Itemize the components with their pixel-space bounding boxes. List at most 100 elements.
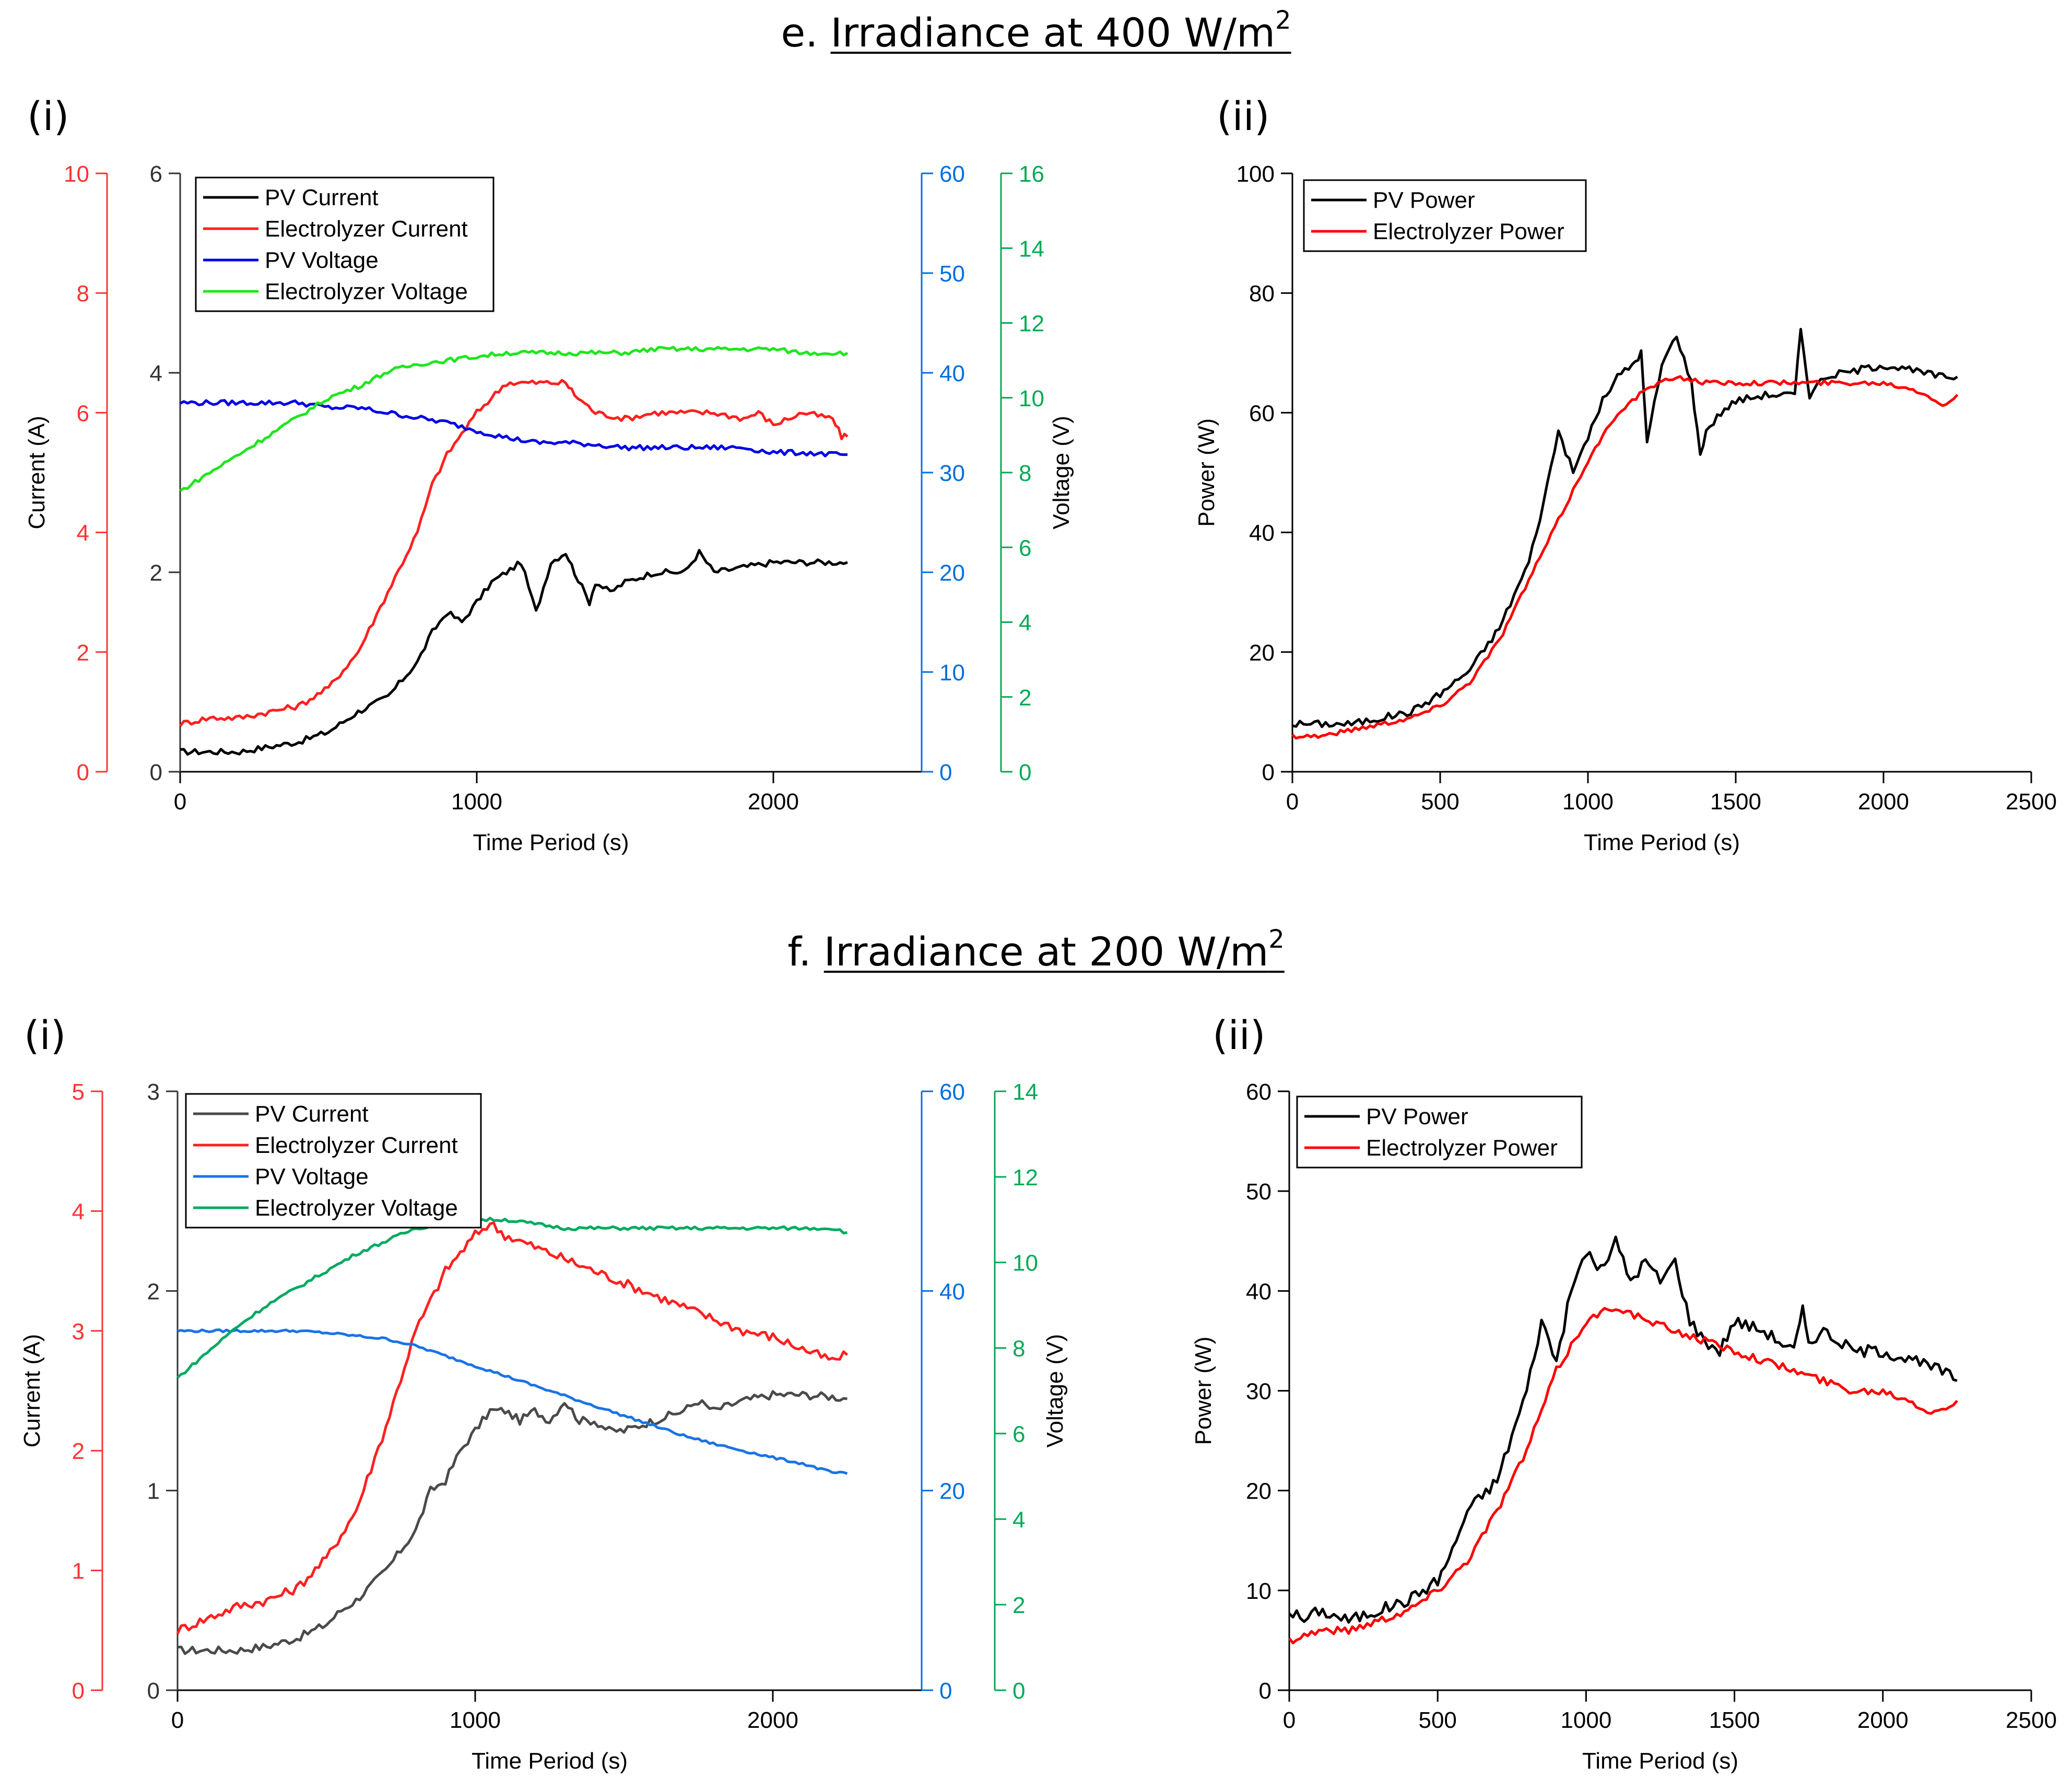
chart-f-i-green-voltage-tick-label: 8 (1013, 1336, 1025, 1362)
chart-f-i-blue-voltage-tick-label: 40 (939, 1279, 965, 1304)
chart-f-ii-ylabel: Power (W) (1191, 1337, 1216, 1445)
chart-e-i-series-4 (179, 346, 849, 492)
chart-f-i-x-tick-label: 0 (171, 1707, 184, 1733)
chart-e-i-red-current-tick-label: 10 (64, 161, 89, 187)
chart-f-ii-power-tick-label: 50 (1246, 1179, 1272, 1205)
section-f-title: f. Irradiance at 200 W/m2 (0, 925, 2072, 975)
chart-e-i-blue-voltage-tick-label: 20 (939, 560, 965, 586)
chart-f-ii-power-tick-label: 10 (1246, 1578, 1272, 1604)
chart-e-i-green-voltage-tick-label: 2 (1019, 685, 1031, 711)
chart-e-ii-ylabel: Power (W) (1194, 418, 1219, 527)
chart-f-i-green-voltage-tick-label: 2 (1013, 1593, 1025, 1618)
chart-f-i-red-current-tick-label: 3 (72, 1319, 85, 1345)
chart-e-i-black-current-tick-label: 4 (150, 361, 162, 386)
chart-e-i-green-voltage-tick-label: 16 (1019, 161, 1044, 187)
chart-e-i-red-current-tick-label: 4 (77, 521, 89, 546)
chart-f-i-red-current-tick-label: 0 (72, 1678, 85, 1704)
chart-e-i-blue-voltage-tick-label: 30 (939, 461, 965, 486)
panel-e-ii-label: (ii) (1217, 93, 1270, 139)
chart-e-ii-power-tick-label: 80 (1249, 281, 1275, 307)
chart-e-i-green-voltage-tick-label: 0 (1019, 760, 1031, 785)
chart-e-ii-power-tick-label: 40 (1249, 521, 1275, 546)
chart-e-i-ylabel-right: Voltage (V) (1049, 416, 1074, 529)
chart-e-i-red-current-tick-label: 0 (77, 760, 89, 785)
chart-f-i-red-current-tick-label: 5 (72, 1079, 85, 1105)
chart-e-ii-legend-label-2: Electrolyzer Power (1373, 219, 1564, 244)
chart-f-i-x-tick-label: 1000 (450, 1707, 501, 1733)
chart-e-i-green-voltage-tick-label: 4 (1019, 610, 1031, 636)
section-f-title-sup: 2 (1268, 925, 1285, 954)
chart-e-i-legend-label-2: Electrolyzer Current (265, 216, 468, 242)
chart-e-i-blue-voltage-tick-label: 50 (939, 261, 965, 287)
chart-f-i-series-3 (177, 1328, 848, 1475)
chart-f-i-black-current-tick-label: 1 (147, 1479, 160, 1504)
chart-f-i-green-voltage-tick-label: 0 (1013, 1678, 1025, 1704)
chart-e-i-legend-label-4: Electrolyzer Voltage (265, 279, 468, 304)
chart-e-ii-legend-box (1303, 179, 1587, 252)
chart-e-ii-series-1 (1292, 327, 1958, 728)
chart-f-i-legend-label-1: PV Current (255, 1101, 369, 1127)
chart-f-ii-series-2 (1288, 1306, 1958, 1645)
section-e-title-sup: 2 (1275, 6, 1291, 35)
chart-e-ii-power-tick-label: 100 (1237, 161, 1275, 187)
chart-e-i-green-voltage-tick-label: 10 (1019, 386, 1044, 411)
section-e-title: e. Irradiance at 400 W/m2 (0, 6, 2072, 56)
chart-e-ii-series-2 (1291, 375, 1959, 740)
chart-f-i-blue-voltage-tick-label: 60 (939, 1079, 965, 1105)
chart-f-ii-power-tick-label: 0 (1259, 1678, 1272, 1704)
chart-e-i-blue-voltage-tick-label: 0 (939, 760, 952, 785)
chart-e-i-xlabel: Time Period (s) (473, 830, 629, 855)
chart-e-i-ylabel-left: Current (A) (24, 416, 50, 529)
section-e-title-text: Irradiance at 400 W/m (830, 9, 1275, 56)
chart-e-i-series-3 (179, 399, 848, 457)
chart-f-ii-x-tick-label: 1000 (1560, 1707, 1611, 1733)
chart-f-ii-power-tick-label: 60 (1246, 1079, 1272, 1105)
chart-f-i-black-current-tick-label: 2 (147, 1279, 160, 1304)
chart-e-ii-x-tick-label: 1500 (1710, 789, 1761, 815)
chart-f-i-legend-label-4: Electrolyzer Voltage (255, 1195, 458, 1221)
panel-f-ii-label: (ii) (1212, 1012, 1266, 1058)
chart-f-ii-x-tick-label: 1500 (1709, 1707, 1760, 1733)
chart-f-ii-xlabel: Time Period (s) (1582, 1748, 1738, 1774)
chart-e-ii-x-tick-label: 2000 (1858, 789, 1909, 815)
chart-e-ii-power-tick-label: 20 (1249, 640, 1275, 666)
chart-e-ii-x-tick-label: 2500 (2006, 789, 2057, 815)
section-e-prefix: e. (781, 9, 831, 56)
chart-f-ii-legend-label-1: PV Power (1366, 1104, 1468, 1129)
chart-e-i-black-current-tick-label: 0 (150, 760, 162, 785)
chart-e-ii-x-tick-label: 500 (1421, 789, 1459, 815)
chart-f-i-legend-box (185, 1093, 482, 1229)
chart-f-i-legend-label-2: Electrolyzer Current (255, 1133, 458, 1158)
chart-f-i-x-tick-label: 2000 (747, 1707, 798, 1733)
chart-e-i-red-current-tick-label: 6 (77, 400, 89, 426)
chart-e-i-x-tick-label: 2000 (748, 789, 799, 815)
chart-f-i-blue-voltage-tick-label: 0 (939, 1678, 952, 1704)
chart-f-i-legend-label-3: PV Voltage (255, 1164, 369, 1189)
chart-e-i-green-voltage-tick-label: 12 (1019, 311, 1044, 337)
chart-f-i-series-1 (177, 1390, 847, 1655)
chart-f-ii-power-tick-label: 20 (1246, 1479, 1272, 1504)
chart-f-ii-power-tick-label: 30 (1246, 1379, 1272, 1405)
chart-e-i-green-voltage-tick-label: 14 (1019, 236, 1044, 262)
panel-f-i-label: (i) (24, 1012, 66, 1058)
chart-f-i-red-current-tick-label: 4 (72, 1199, 85, 1224)
chart-f-i-green-voltage-tick-label: 12 (1013, 1165, 1038, 1191)
chart-e-i-series-2 (179, 379, 849, 727)
chart-e-i-blue-voltage-tick-label: 60 (939, 161, 965, 187)
chart-e-i-blue-voltage-tick-label: 40 (939, 361, 965, 386)
chart-e-i-green-voltage-tick-label: 6 (1019, 535, 1031, 561)
chart-f-i-ylabel-left: Current (A) (19, 1334, 45, 1448)
chart-f-ii-x-tick-label: 0 (1283, 1707, 1296, 1733)
section-f-title-text: Irradiance at 200 W/m (823, 928, 1269, 975)
chart-f-i-green-voltage-tick-label: 14 (1013, 1079, 1038, 1105)
chart-f-ii-x-tick-label: 2500 (2006, 1707, 2057, 1733)
chart-e-ii-legend-label-1: PV Power (1373, 187, 1475, 213)
chart-e-i-black-current-tick-label: 2 (150, 560, 162, 586)
chart-e-ii-xlabel: Time Period (s) (1584, 830, 1740, 855)
chart-f-i-series-4 (176, 1217, 847, 1379)
chart-e-ii-power-tick-label: 0 (1262, 760, 1275, 785)
chart-f-i-green-voltage-tick-label: 10 (1013, 1251, 1038, 1276)
chart-e-ii-x-tick-label: 1000 (1562, 789, 1614, 815)
chart-f-i-blue-voltage-tick-label: 20 (939, 1479, 965, 1504)
